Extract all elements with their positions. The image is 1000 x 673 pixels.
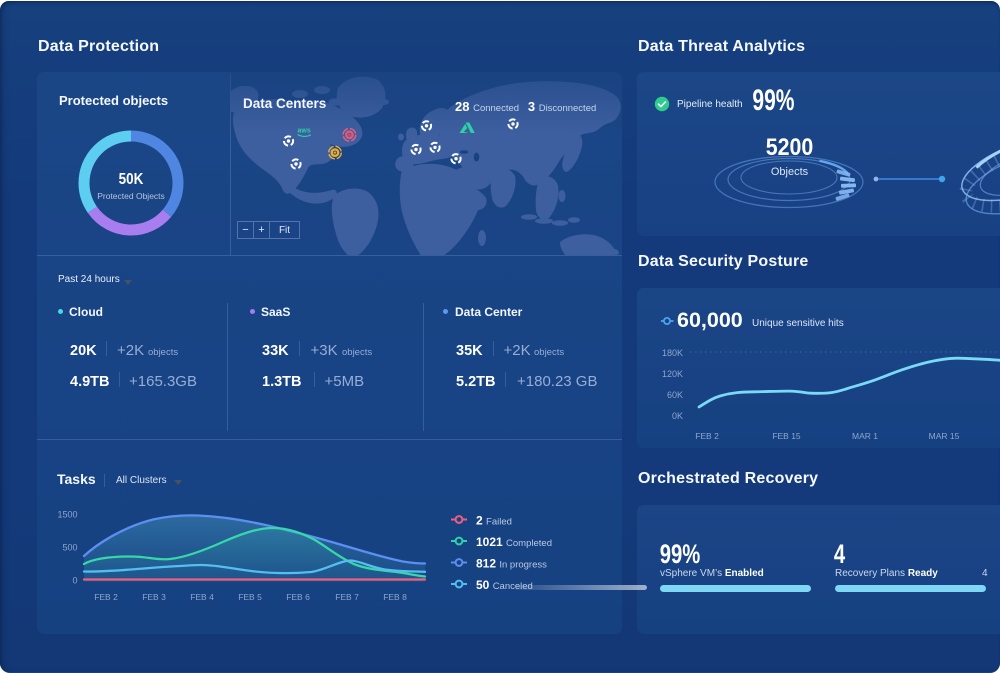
svg-text:FEB 6: FEB 6 bbox=[286, 592, 310, 602]
svg-text:500: 500 bbox=[62, 543, 77, 553]
svg-text:180K: 180K bbox=[662, 348, 683, 358]
svg-text:FEB 4: FEB 4 bbox=[190, 592, 214, 602]
svg-text:FEB 7: FEB 7 bbox=[335, 592, 359, 602]
svg-text:MAR 1: MAR 1 bbox=[852, 431, 878, 441]
svg-text:2 Failed: 2 Failed bbox=[476, 514, 512, 528]
svg-text:1021 Completed: 1021 Completed bbox=[476, 535, 552, 549]
svg-text:FEB 3: FEB 3 bbox=[142, 592, 166, 602]
svg-text:FEB 2: FEB 2 bbox=[94, 592, 118, 602]
svg-text:120K: 120K bbox=[662, 369, 683, 379]
svg-text:FEB 8: FEB 8 bbox=[383, 592, 407, 602]
svg-text:60K: 60K bbox=[667, 390, 683, 400]
svg-text:FEB 2: FEB 2 bbox=[695, 431, 719, 441]
svg-text:MAR 15: MAR 15 bbox=[929, 431, 960, 441]
svg-text:0: 0 bbox=[72, 575, 77, 585]
svg-text:812 In progress: 812 In progress bbox=[476, 557, 547, 571]
svg-text:aws: aws bbox=[298, 128, 311, 135]
svg-text:1500: 1500 bbox=[57, 510, 77, 520]
svg-text:0K: 0K bbox=[672, 411, 683, 421]
svg-text:FEB 5: FEB 5 bbox=[238, 592, 262, 602]
svg-text:FEB 15: FEB 15 bbox=[772, 431, 801, 441]
